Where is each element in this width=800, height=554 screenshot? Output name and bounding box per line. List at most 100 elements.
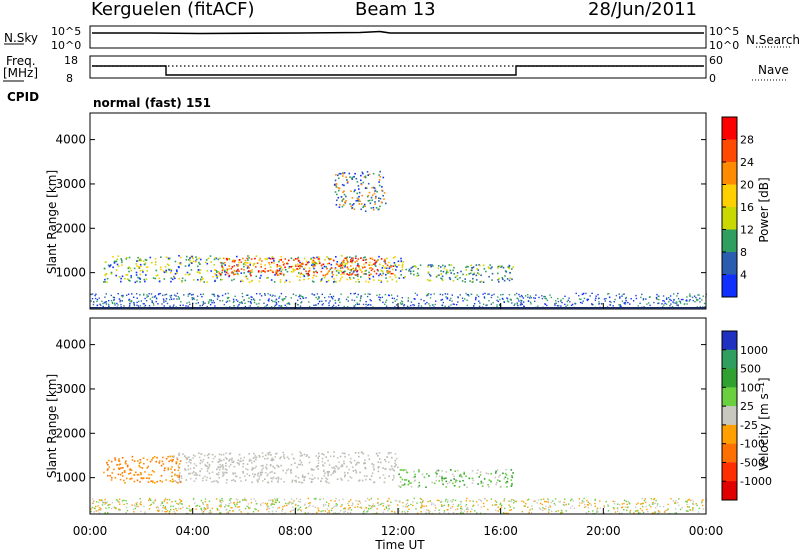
- data-cell: [166, 498, 169, 501]
- data-cell: [421, 505, 423, 507]
- data-cell: [368, 199, 371, 202]
- data-cell: [154, 482, 156, 484]
- data-cell: [135, 293, 138, 295]
- data-cell: [475, 279, 478, 281]
- data-cell: [395, 304, 398, 306]
- data-cell: [632, 300, 635, 302]
- data-cell: [388, 505, 390, 508]
- data-cell: [116, 500, 119, 503]
- freq-tick-bottom: 8: [66, 72, 73, 85]
- data-cell: [437, 469, 440, 472]
- data-cell: [653, 301, 655, 304]
- data-cell: [490, 498, 492, 500]
- data-cell: [529, 509, 531, 511]
- data-cell: [355, 177, 358, 180]
- data-cell: [340, 255, 343, 257]
- data-cell: [272, 271, 274, 274]
- data-cell: [160, 475, 163, 477]
- data-cell: [224, 506, 226, 508]
- data-cell: [161, 501, 164, 503]
- data-cell: [201, 461, 204, 463]
- data-cell: [117, 473, 120, 476]
- data-cell: [193, 467, 195, 469]
- data-cell: [692, 508, 694, 510]
- data-cell: [178, 476, 181, 478]
- data-cell: [350, 292, 352, 295]
- data-cell: [173, 276, 175, 278]
- data-cell: [486, 499, 488, 502]
- data-cell: [209, 509, 211, 512]
- data-cell: [379, 458, 381, 460]
- data-cell: [341, 260, 344, 263]
- data-cell: [344, 263, 347, 265]
- data-cell: [360, 276, 362, 278]
- data-cell: [219, 300, 221, 302]
- data-cell: [621, 300, 624, 302]
- data-cell: [448, 264, 451, 266]
- data-cell: [318, 256, 320, 258]
- data-cell: [603, 505, 605, 507]
- data-cell: [312, 505, 314, 507]
- data-cell: [361, 194, 363, 197]
- data-cell: [455, 479, 457, 481]
- data-cell: [221, 264, 223, 267]
- data-cell: [232, 473, 235, 475]
- data-cell: [474, 510, 476, 512]
- data-cell: [277, 507, 279, 509]
- data-cell: [149, 256, 152, 259]
- data-cell: [149, 497, 151, 500]
- data-cell: [385, 299, 388, 301]
- data-cell: [118, 509, 120, 512]
- data-cell: [333, 278, 335, 280]
- data-cell: [428, 293, 430, 295]
- data-cell: [386, 280, 389, 283]
- data-cell: [355, 471, 358, 473]
- data-cell: [296, 268, 298, 270]
- data-cell: [226, 479, 228, 481]
- data-cell: [313, 294, 316, 296]
- data-cell: [518, 293, 520, 296]
- data-cell: [232, 479, 235, 481]
- data-cell: [236, 501, 239, 504]
- data-cell: [208, 299, 211, 301]
- data-cell: [445, 477, 447, 479]
- data-cell: [192, 471, 195, 473]
- data-cell: [315, 304, 318, 306]
- data-cell: [295, 479, 297, 482]
- data-cell: [357, 452, 360, 454]
- data-cell: [198, 271, 200, 274]
- data-cell: [581, 502, 583, 504]
- data-cell: [279, 259, 281, 261]
- data-cell: [373, 469, 375, 471]
- data-cell: [178, 507, 180, 510]
- data-cell: [547, 511, 550, 513]
- data-cell: [321, 477, 323, 480]
- data-cell: [436, 469, 438, 472]
- data-cell: [178, 466, 180, 469]
- data-cell: [158, 277, 161, 280]
- data-cell: [269, 263, 271, 266]
- data-cell: [361, 452, 364, 454]
- data-cell: [94, 294, 96, 297]
- data-cell: [152, 277, 155, 279]
- data-cell: [413, 470, 415, 473]
- data-cell: [99, 509, 102, 511]
- data-cell: [658, 295, 660, 297]
- data-cell: [633, 512, 635, 514]
- data-cell: [107, 464, 109, 466]
- data-cell: [595, 295, 597, 297]
- data-cell: [641, 505, 644, 508]
- data-cell: [653, 497, 656, 500]
- data-cell: [259, 257, 261, 260]
- data-cell: [356, 260, 358, 262]
- data-cell: [358, 455, 360, 458]
- data-cell: [459, 475, 461, 477]
- data-cell: [398, 264, 400, 266]
- data-cell: [458, 486, 461, 488]
- data-cell: [308, 306, 311, 308]
- data-cell: [324, 510, 327, 512]
- ytick-label: 3000: [55, 177, 86, 191]
- data-cell: [236, 272, 239, 275]
- data-cell: [297, 256, 300, 259]
- data-cell: [302, 263, 304, 265]
